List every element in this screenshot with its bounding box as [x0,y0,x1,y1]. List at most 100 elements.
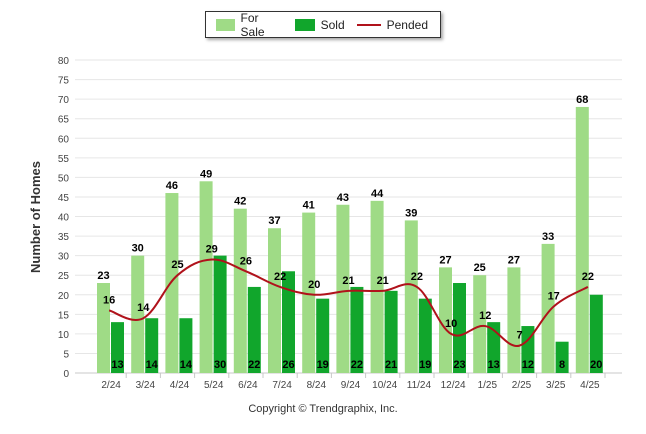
bar-for-sale [233,208,247,373]
bar-for-sale [541,243,555,373]
x-tick-label: 2/25 [512,380,532,391]
data-label-sold: 26 [282,359,294,371]
data-label-pended: 26 [240,255,252,267]
data-label-pended: 17 [548,290,560,302]
y-axis-ticks: 0 5 10 15 20 25 30 35 40 45 50 55 60 65 70 75 80 [58,56,70,380]
legend: For Sale Sold Pended [205,11,441,39]
y-tick-label: 60 [58,134,70,145]
x-tick-label: 4/25 [580,380,600,391]
data-label-sold: 20 [590,359,602,371]
bar-for-sale [473,275,487,373]
x-tick-label: 3/25 [546,380,566,391]
data-label-pended: 21 [342,275,354,287]
bar-sold [282,271,295,373]
data-label-for-sale: 23 [97,270,109,282]
data-label-sold: 19 [317,359,329,371]
bar-sold [589,294,603,373]
data-label-for-sale: 39 [405,207,417,219]
data-label-pended: 10 [445,318,457,330]
legend-label-pended: Pended [386,17,428,32]
data-label-sold: 12 [522,359,534,371]
data-label-pended: 12 [479,310,491,322]
legend-item-for-sale[interactable]: For Sale [216,11,283,39]
legend-item-sold[interactable]: Sold [294,17,345,32]
data-label-for-sale: 27 [508,254,520,266]
pended-line [108,258,589,347]
data-label-pended: 22 [582,271,594,283]
y-tick-label: 15 [58,310,70,321]
legend-swatch-sold [294,18,315,31]
bar-for-sale [336,204,350,373]
data-label-for-sale: 68 [576,94,588,106]
data-label-sold: 14 [180,359,193,371]
y-tick-label: 50 [58,173,70,184]
data-label-for-sale: 30 [132,243,144,255]
x-axis-ticks: 2/24 3/24 4/24 5/24 6/24 7/24 8/24 9/24 10/24 11/… [101,373,606,391]
bar-sold [213,255,227,373]
data-label-sold: 8 [559,359,565,371]
data-label-sold: 30 [214,359,226,371]
data-label-sold: 22 [248,359,260,371]
data-label-pended: 7 [516,330,522,342]
data-label-sold: 21 [385,359,397,371]
bar-sold [247,286,261,373]
bar-for-sale [404,220,418,373]
x-tick-label: 4/24 [170,380,190,391]
bar-for-sale [131,255,145,373]
y-tick-label: 70 [58,95,70,106]
bar-for-sale [199,181,213,373]
x-tick-label: 11/24 [407,380,432,391]
data-label-sold: 13 [488,359,500,371]
y-tick-label: 20 [58,291,70,302]
legend-swatch-for-sale [216,18,235,31]
bar-for-sale [97,283,110,373]
y-tick-label: 30 [58,252,70,263]
bar-sold [555,341,569,373]
x-tick-label: 7/24 [272,380,292,391]
x-tick-label: 3/24 [136,380,156,391]
data-label-pended: 22 [274,271,286,283]
bar-for-sale [439,267,452,373]
bar-sold [453,283,466,373]
y-tick-label: 55 [58,154,70,165]
y-tick-label: 75 [58,76,70,87]
y-tick-label: 35 [58,232,70,243]
data-label-for-sale: 25 [474,262,486,274]
bar-for-sale [370,200,384,373]
data-label-pended: 22 [411,271,423,283]
y-tick-label: 40 [58,213,70,224]
data-label-pended: 21 [377,275,389,287]
x-tick-label: 8/24 [307,380,327,391]
bar-for-sale [575,106,589,373]
y-tick-label: 10 [58,330,70,341]
data-label-for-sale: 44 [371,188,384,200]
legend-item-pended[interactable]: Pended [356,17,428,32]
bar-sold [418,298,432,373]
x-tick-label: 2/24 [101,380,121,391]
legend-label-for-sale: For Sale [240,10,265,39]
y-tick-label: 0 [63,369,69,380]
x-tick-label: 5/24 [204,380,224,391]
copyright: Copyright © Trendgraphix, Inc. [248,403,398,415]
x-tick-label: 1/25 [478,380,498,391]
data-label-for-sale: 46 [166,180,178,192]
bar-sold [316,298,330,373]
legend-label-sold: Sold [320,17,345,32]
bar-sold [145,318,159,373]
bar-sold [487,322,501,373]
x-tick-label: 10/24 [372,380,397,391]
bar-sold [384,290,398,373]
data-labels: 23 13 30 14 46 14 49 30 42 22 37 26 41 19 43 22 44 21 39 19… [97,94,602,371]
data-label-sold: 19 [419,359,431,371]
data-label-for-sale: 43 [337,192,349,204]
data-label-for-sale: 41 [303,200,315,212]
bar-for-sale [507,267,521,373]
x-tick-label: 9/24 [341,380,361,391]
bar-for-sale [268,228,281,373]
y-tick-label: 5 [63,349,69,360]
data-label-pended: 20 [308,279,320,291]
x-tick-label: 12/24 [441,380,466,391]
bar-for-sale [302,212,316,373]
data-label-pended: 14 [137,302,150,314]
